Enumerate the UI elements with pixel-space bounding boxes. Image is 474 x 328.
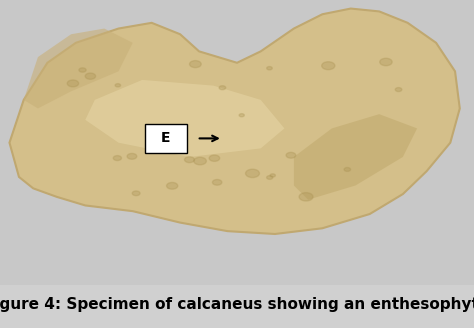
Circle shape bbox=[267, 175, 273, 179]
Circle shape bbox=[113, 155, 121, 160]
FancyBboxPatch shape bbox=[145, 124, 187, 153]
Circle shape bbox=[85, 73, 96, 79]
Circle shape bbox=[239, 114, 244, 117]
Circle shape bbox=[246, 169, 259, 177]
Circle shape bbox=[194, 157, 206, 165]
Circle shape bbox=[219, 86, 226, 90]
Circle shape bbox=[127, 154, 137, 159]
Circle shape bbox=[395, 88, 402, 92]
Circle shape bbox=[270, 174, 275, 177]
Circle shape bbox=[209, 155, 219, 161]
Circle shape bbox=[166, 182, 178, 189]
PathPatch shape bbox=[85, 80, 284, 157]
Circle shape bbox=[190, 61, 201, 68]
Text: Figure 4: Specimen of calcaneus showing an enthesophyte: Figure 4: Specimen of calcaneus showing … bbox=[0, 297, 474, 312]
PathPatch shape bbox=[9, 9, 460, 234]
Circle shape bbox=[344, 168, 351, 172]
PathPatch shape bbox=[24, 29, 133, 109]
Text: E: E bbox=[161, 132, 171, 145]
Circle shape bbox=[79, 68, 86, 72]
Circle shape bbox=[267, 67, 272, 70]
Circle shape bbox=[184, 157, 194, 163]
PathPatch shape bbox=[294, 114, 417, 200]
Circle shape bbox=[380, 58, 392, 66]
Circle shape bbox=[67, 80, 79, 87]
Circle shape bbox=[322, 62, 335, 70]
FancyBboxPatch shape bbox=[0, 0, 474, 285]
Circle shape bbox=[212, 179, 222, 185]
Circle shape bbox=[299, 193, 313, 201]
Circle shape bbox=[286, 153, 296, 158]
Circle shape bbox=[132, 191, 140, 196]
Circle shape bbox=[115, 84, 120, 87]
